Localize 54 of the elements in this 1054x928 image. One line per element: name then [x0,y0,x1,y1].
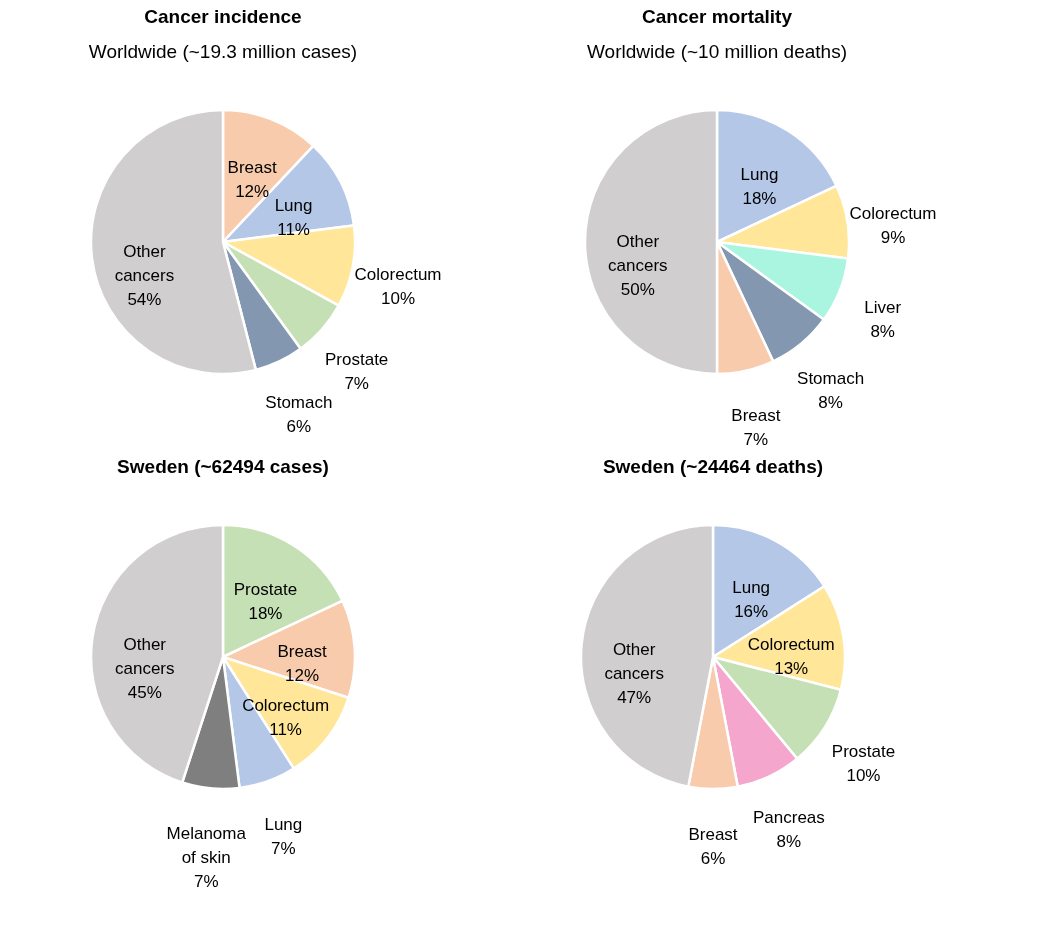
slice-label: Prostate [233,580,298,600]
chart-subtitle: Worldwide (~10 million deaths) [587,41,847,62]
slice-label: Colorectum [354,265,442,285]
data-label: 11% [269,719,302,739]
slice-label: Breast [277,642,327,662]
data-label: 47% [617,687,652,707]
chart-title: Cancer mortality [642,6,793,27]
slice-label: Stomach [265,393,333,413]
data-label: 12% [235,182,270,202]
slice-label: Other cancers [115,634,175,678]
slice-label: Colorectum [849,204,937,224]
data-label: 13% [774,658,809,678]
slice-label: Prostate [325,349,389,369]
slice-label: Stomach [797,369,865,389]
data-label: 8% [870,321,895,341]
data-label: 8% [776,832,802,852]
data-label: 50% [620,280,655,299]
chart-title: Sweden (~62494 cases) [117,456,329,477]
data-label: 16% [734,601,769,621]
data-label: 7% [743,429,769,449]
data-label: 18% [742,189,777,209]
data-label: 10% [846,766,881,786]
slice-label: Pancreas [752,808,825,828]
chart-subtitle: Worldwide (~19.3 million cases) [88,41,358,62]
slice-label: Other cancers [114,241,175,285]
data-label: 18% [248,604,283,624]
slice-label: Liver [864,297,902,317]
slice-label: Other cancers [604,639,664,683]
data-label: 11% [277,220,310,240]
slice-label: Lung [740,165,779,185]
slice-label: Lung [264,814,303,834]
slice-label: Melanoma of skin [166,824,247,868]
data-label: 10% [381,289,416,309]
data-label: 7% [344,373,369,393]
data-label: 12% [285,666,320,686]
data-label: 6% [700,849,726,869]
chart-title: Sweden (~24464 deaths) [602,456,824,477]
slice-label: Other cancers [608,232,668,275]
slice-label: Prostate [831,742,896,762]
data-label: 54% [127,289,162,309]
data-label: 9% [880,228,906,248]
slice-label: Breast [688,825,738,845]
slice-label: Colorectum [747,634,835,654]
data-label: 6% [286,417,312,437]
data-label: 7% [193,872,219,892]
slice-label: Lung [732,577,771,597]
chart-title: Cancer incidence [144,6,302,27]
data-label: 45% [127,682,162,702]
slice-label: Lung [274,196,313,216]
data-label: 8% [818,393,843,413]
slice-label: Colorectum [242,695,330,715]
slice-label: Breast [227,158,277,178]
data-label: 7% [271,838,296,858]
slice-label: Breast [731,405,781,425]
